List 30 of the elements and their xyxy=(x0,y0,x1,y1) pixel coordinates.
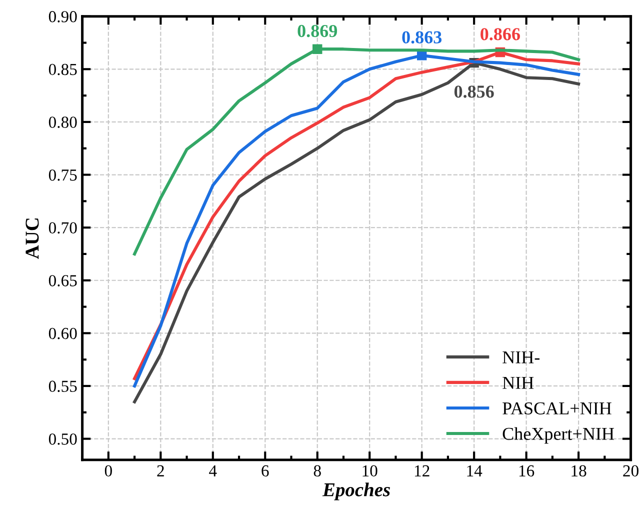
y-tick-label: 0.75 xyxy=(48,169,77,181)
x-tick-label: 18 xyxy=(572,465,586,476)
y-tick-label: 0.50 xyxy=(48,433,77,445)
x-tick-label: 16 xyxy=(519,465,534,476)
legend-label: PASCAL+NIH xyxy=(502,402,612,414)
legend-label: CheXpert+NIH xyxy=(502,427,614,444)
annotation: 0.869 xyxy=(298,24,338,38)
y-axis-title: AUC xyxy=(26,218,39,259)
legend-label: NIH xyxy=(502,376,534,389)
y-tick-label: 0.85 xyxy=(48,64,77,76)
x-tick-label: 2 xyxy=(157,465,164,476)
x-axis-title: Epoches xyxy=(322,482,390,500)
y-tick-label: 0.65 xyxy=(48,275,77,286)
y-tick-label: 0.55 xyxy=(48,380,77,392)
y-tick-label: 0.80 xyxy=(48,116,77,128)
x-tick-label: 14 xyxy=(467,465,482,476)
x-tick-label: 20 xyxy=(623,465,638,476)
x-tick-label: 4 xyxy=(209,465,217,476)
x-tick-label: 12 xyxy=(414,465,430,476)
x-tick-label: 0 xyxy=(104,465,112,476)
y-tick-label: 0.70 xyxy=(48,222,77,234)
annotation: 0.863 xyxy=(402,31,442,44)
x-tick-label: 8 xyxy=(314,465,321,476)
x-tick-label: 10 xyxy=(362,465,378,476)
legend-label: NIH- xyxy=(502,351,540,364)
y-tick-label: 0.90 xyxy=(48,11,77,22)
annotation: 0.856 xyxy=(454,86,494,98)
y-tick-label: 0.60 xyxy=(48,328,77,340)
annotation: 0.866 xyxy=(480,28,520,40)
x-tick-label: 6 xyxy=(262,465,269,476)
